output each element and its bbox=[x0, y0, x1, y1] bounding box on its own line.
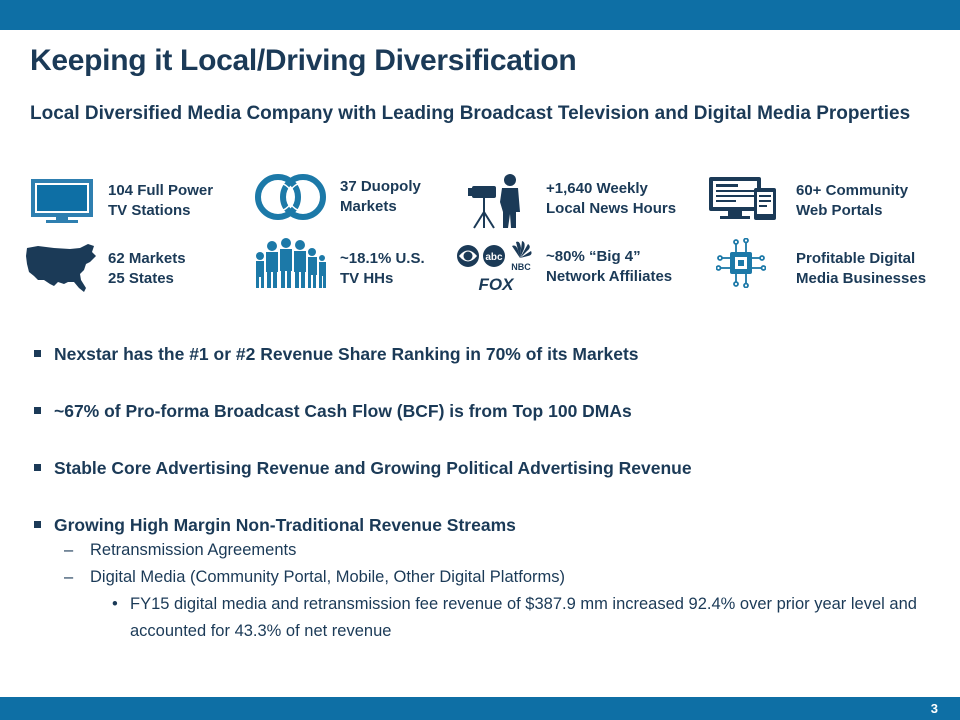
stat-label: 104 Full Power TV Stations bbox=[108, 182, 214, 219]
page-number: 3 bbox=[930, 701, 938, 716]
sub-sub-bullet-text: FY15 digital media and retransmission fe… bbox=[130, 595, 917, 640]
bullet-list: Nexstar has the #1 or #2 Revenue Share R… bbox=[32, 342, 932, 645]
abc-logo: abc bbox=[483, 245, 505, 267]
bottom-banner: 3 bbox=[0, 697, 960, 720]
stat-label: ~18.1% U.S. TV HHs bbox=[340, 250, 425, 287]
sub-bullet-item: – Retransmission Agreements bbox=[64, 541, 297, 559]
fox-logo-text: FOX bbox=[479, 275, 516, 292]
people-icon bbox=[256, 238, 326, 288]
page-title: Keeping it Local/Driving Diversification bbox=[30, 44, 577, 77]
tv-icon bbox=[31, 179, 93, 223]
abc-logo-text: abc bbox=[485, 252, 503, 263]
bullet-item: Growing High Margin Non-Traditional Reve… bbox=[32, 513, 932, 537]
circuit-chip-icon bbox=[716, 238, 766, 288]
sub-sub-bullet-item: • FY15 digital media and retransmission f… bbox=[112, 595, 917, 640]
top-banner bbox=[0, 0, 960, 30]
nbc-logo: NBC bbox=[511, 241, 532, 272]
stat-label: 37 Duopoly Markets bbox=[340, 178, 421, 215]
sub-bullet-text: Digital Media (Community Portal, Mobile,… bbox=[90, 568, 565, 586]
bullet-text: ~67% of Pro-forma Broadcast Cash Flow (B… bbox=[54, 401, 632, 421]
bullet-square bbox=[34, 350, 41, 357]
bullet-item: Nexstar has the #1 or #2 Revenue Share R… bbox=[32, 342, 932, 366]
stat-label: 62 Markets 25 States bbox=[108, 250, 186, 287]
bullet-text: Nexstar has the #1 or #2 Revenue Share R… bbox=[54, 344, 639, 364]
stat-label: +1,640 Weekly Local News Hours bbox=[546, 180, 677, 217]
news-camera-icon bbox=[468, 174, 520, 229]
duopoly-rings-icon bbox=[255, 174, 326, 220]
network-logos-icon: abc NBC FOX bbox=[457, 241, 532, 292]
page-subtitle: Local Diversified Media Company with Lea… bbox=[30, 103, 911, 124]
bullet-item: Stable Core Advertising Revenue and Grow… bbox=[32, 456, 932, 480]
stat-label: ~80% “Big 4” Network Affiliates bbox=[546, 248, 673, 285]
us-map-icon bbox=[26, 244, 96, 292]
sub-bullet-item: – Digital Media (Community Portal, Mobile… bbox=[64, 568, 565, 586]
bullet-text: Growing High Margin Non-Traditional Reve… bbox=[54, 515, 516, 535]
nbc-logo-text: NBC bbox=[511, 262, 531, 272]
sub-bullet-text: Retransmission Agreements bbox=[90, 541, 297, 559]
stat-label: Profitable Digital Media Businesses bbox=[796, 250, 927, 287]
bullet-square bbox=[34, 521, 41, 528]
stat-label: 60+ Community Web Portals bbox=[796, 182, 909, 219]
devices-icon bbox=[709, 177, 776, 220]
bullet-square bbox=[34, 407, 41, 414]
cbs-logo bbox=[457, 245, 479, 267]
bullet-item: ~67% of Pro-forma Broadcast Cash Flow (B… bbox=[32, 399, 932, 423]
bullet-square bbox=[34, 464, 41, 471]
bullet-text: Stable Core Advertising Revenue and Grow… bbox=[54, 458, 692, 478]
